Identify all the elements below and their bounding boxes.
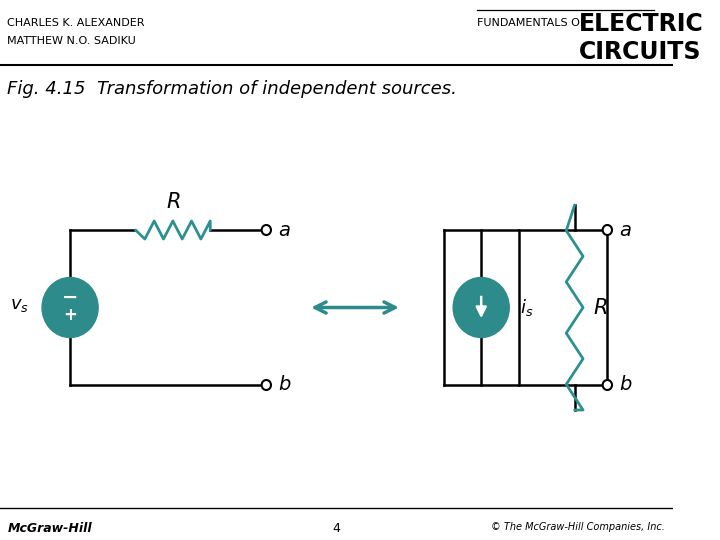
Text: CHARLES K. ALEXANDER: CHARLES K. ALEXANDER bbox=[7, 18, 145, 28]
Text: $R$: $R$ bbox=[593, 298, 608, 318]
Text: $a$: $a$ bbox=[279, 220, 291, 240]
Text: +: + bbox=[63, 307, 77, 325]
Circle shape bbox=[261, 225, 271, 235]
Text: −: − bbox=[62, 288, 78, 307]
Text: FUNDAMENTALS OF: FUNDAMENTALS OF bbox=[477, 18, 586, 28]
Text: $b$: $b$ bbox=[619, 375, 633, 395]
Text: 4: 4 bbox=[333, 522, 341, 535]
Text: CIRCUITS: CIRCUITS bbox=[580, 40, 702, 64]
Text: ELECTRIC: ELECTRIC bbox=[580, 12, 704, 36]
Text: $R$: $R$ bbox=[166, 192, 180, 212]
Text: $a$: $a$ bbox=[619, 220, 632, 240]
Text: McGraw-Hill: McGraw-Hill bbox=[7, 522, 92, 535]
Text: MATTHEW N.O. SADIKU: MATTHEW N.O. SADIKU bbox=[7, 36, 136, 46]
Text: $b$: $b$ bbox=[279, 375, 292, 395]
Text: Fig. 4.15  Transformation of independent sources.: Fig. 4.15 Transformation of independent … bbox=[7, 80, 457, 98]
Circle shape bbox=[261, 380, 271, 390]
Circle shape bbox=[603, 225, 612, 235]
Circle shape bbox=[453, 278, 509, 338]
Text: © The McGraw-Hill Companies, Inc.: © The McGraw-Hill Companies, Inc. bbox=[492, 522, 665, 532]
Text: $v_s$: $v_s$ bbox=[10, 296, 29, 314]
Text: $i_s$: $i_s$ bbox=[521, 297, 534, 318]
Circle shape bbox=[42, 278, 98, 338]
Circle shape bbox=[603, 380, 612, 390]
